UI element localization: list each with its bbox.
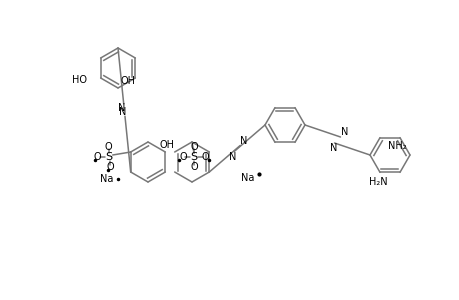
Text: H₂N: H₂N [368,177,386,187]
Text: S: S [190,152,197,162]
Text: O: O [94,152,101,162]
Text: Na: Na [100,174,113,184]
Text: N: N [119,107,126,117]
Text: HO: HO [72,75,86,85]
Text: N: N [340,127,347,137]
Text: O: O [179,152,186,162]
Text: Na: Na [241,173,254,183]
Text: NH₂: NH₂ [387,141,406,151]
Text: N: N [329,143,336,153]
Text: O: O [190,142,197,152]
Text: O: O [105,142,112,152]
Text: OH: OH [121,76,136,86]
Text: O: O [106,162,114,172]
Text: O: O [190,162,197,172]
Text: N: N [118,103,125,113]
Text: S: S [105,152,112,162]
Text: OH: OH [159,140,174,150]
Text: O: O [201,152,208,162]
Text: N: N [240,136,247,146]
Text: N: N [229,152,236,161]
